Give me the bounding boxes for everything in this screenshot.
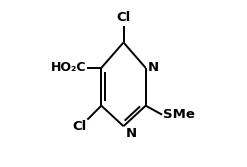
Text: Cl: Cl (72, 120, 86, 133)
Text: Cl: Cl (116, 11, 131, 24)
Text: HO₂C: HO₂C (51, 61, 86, 74)
Text: SMe: SMe (164, 108, 195, 121)
Text: N: N (148, 61, 159, 74)
Text: N: N (125, 127, 137, 140)
